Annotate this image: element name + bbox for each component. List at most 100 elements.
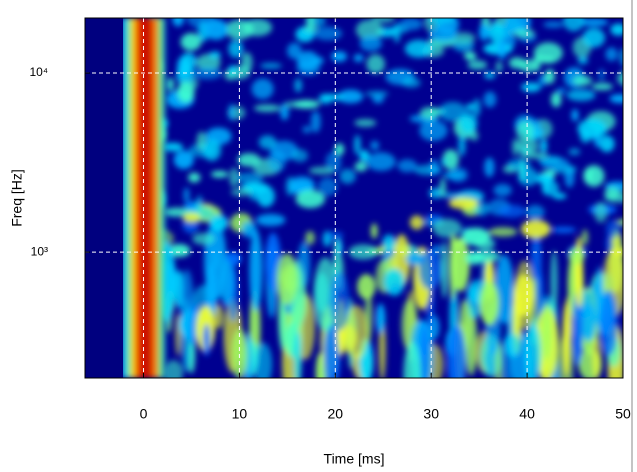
y-axis-label: Freq [Hz] [9,169,25,227]
texture-blob [180,269,194,342]
texture-blob [550,92,562,108]
texture-blob [402,78,421,88]
texture-blob [568,148,581,156]
texture-blob [182,212,201,223]
texture-blob [228,65,238,74]
texture-blob [594,201,608,223]
texture-blob [253,342,273,378]
texture-blob [236,172,264,184]
texture-blob [366,54,386,74]
texture-blob [502,22,512,39]
texture-blob [617,71,623,86]
texture-blob [498,204,526,218]
texture-blob [311,56,324,65]
texture-blob [176,65,194,86]
texture-blob [278,294,287,350]
texture-blob [409,215,424,230]
texture-blob [258,135,277,150]
texture-blob [494,254,514,324]
texture-blob [540,138,548,154]
texture-blob [229,167,240,188]
texture-blob [375,303,386,335]
texture-blob [209,214,229,232]
texture-blob [544,68,556,84]
texture-blob [582,27,606,48]
texture-blob [259,62,282,69]
texture-blob [518,167,539,187]
texture-blob [220,260,234,307]
texture-blob [276,253,298,305]
texture-blob [459,112,478,134]
texture-blob [344,305,368,360]
texture-blob [366,152,396,171]
texture-blob [420,106,440,120]
texture-blob [348,244,378,260]
texture-blob [591,82,613,91]
texture-blob [205,263,218,320]
texture-blob [403,341,421,378]
texture-blob [310,110,321,133]
heatmap-texture [142,18,623,378]
texture-blob [443,192,463,199]
heatmap-ridge [118,18,168,378]
x-tick-label: 0 [140,406,148,422]
texture-blob [372,93,384,104]
texture-blob [418,249,442,290]
texture-blob [464,52,477,61]
texture-blob [571,108,579,122]
texture-blob [543,21,564,28]
texture-blob [428,187,443,199]
texture-blob [551,164,578,174]
texture-blob [317,177,338,197]
texture-blob [168,243,191,258]
texture-blob [428,18,456,25]
texture-blob [308,166,335,175]
texture-blob [488,227,518,237]
texture-blob [228,103,235,121]
texture-blob [291,149,309,163]
texture-blob [354,161,368,172]
texture-blob [419,120,448,142]
texture-blob [438,101,467,122]
texture-blob [397,159,417,173]
plot-frame [84,17,624,379]
texture-blob [382,234,396,251]
texture-blob [318,93,333,104]
texture-blob [383,268,405,296]
texture-blob [359,149,370,162]
texture-blob [313,26,343,41]
texture-blob [610,23,623,36]
texture-blob [214,304,224,329]
texture-blob [329,271,350,331]
texture-blob [599,135,615,153]
texture-blob [172,18,184,27]
texture-blob [334,143,345,156]
texture-blob [186,18,215,29]
texture-blob [495,60,503,73]
texture-blob [619,48,623,67]
texture-blob [541,303,552,360]
heatmap-quiet [85,18,123,378]
texture-blob [359,35,383,52]
texture-blob [535,173,554,184]
texture-blob [461,227,491,246]
texture-blob [599,290,619,356]
texture-blob [294,78,303,93]
texture-blob [211,249,221,270]
texture-blob [302,125,312,134]
y-tick-label: 10³ [31,244,48,258]
texture-blob [399,18,423,31]
texture-blob [288,176,315,193]
texture-blob [479,280,500,326]
texture-blob [497,39,507,60]
texture-blob [228,39,244,58]
texture-blob [293,331,302,378]
grid [85,18,624,378]
texture-blob [591,337,602,378]
texture-blob [466,285,483,319]
texture-blob [521,219,551,239]
texture-blob [465,251,484,265]
texture-blob [421,326,428,378]
texture-blob [256,185,275,208]
